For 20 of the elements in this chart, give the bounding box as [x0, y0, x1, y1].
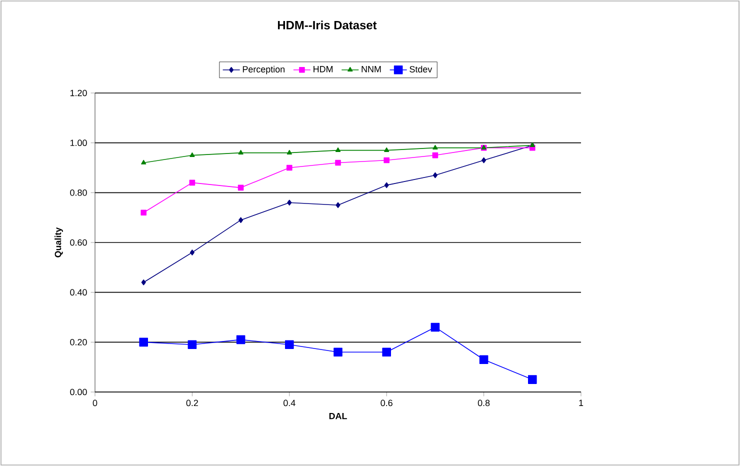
y-tick-label: 0.40	[70, 289, 87, 296]
y-axis-title: Quality	[54, 227, 63, 258]
x-tick-label: 0	[92, 400, 98, 406]
y-tick-label: 0.60	[70, 239, 87, 246]
y-tick-label: 1.00	[70, 140, 87, 146]
legend-label: HDM	[314, 66, 333, 72]
y-tick-label: 0.20	[70, 338, 87, 346]
legend-label: Perception	[242, 66, 284, 74]
chart-title: HDM--Iris Dataset	[278, 20, 377, 30]
x-tick-label: 0.6	[380, 400, 392, 406]
x-tick-label: 1	[579, 400, 584, 406]
y-tick-label: 1.20	[70, 90, 87, 96]
x-axis-title: DAL	[329, 412, 347, 420]
legend-label: NNM	[362, 66, 381, 72]
y-tick-label: 0.00	[70, 388, 87, 396]
x-tick-label: 0.2	[186, 400, 198, 406]
x-tick-label: 0.8	[478, 400, 490, 406]
y-tick-label: 0.80	[70, 189, 87, 196]
legend-label: Stdev	[410, 66, 432, 72]
x-tick-label: 0.4	[284, 400, 296, 406]
